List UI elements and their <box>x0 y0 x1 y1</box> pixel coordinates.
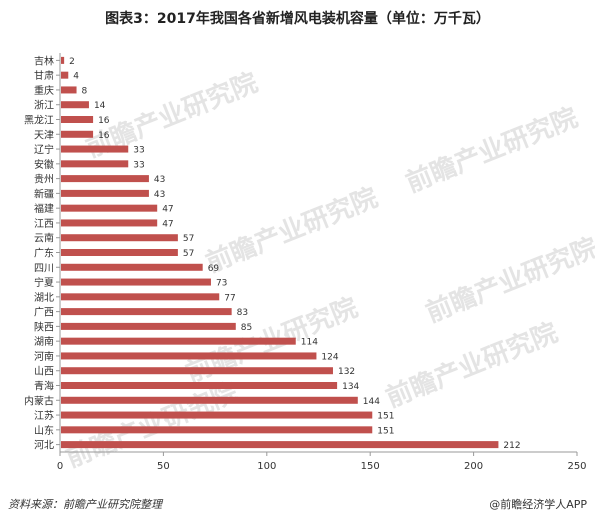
bar <box>61 322 236 330</box>
chart-title: 图表3：2017年我国各省新增风电装机容量（单位：万千瓦） <box>105 11 490 27</box>
category-label: 湖北 <box>34 292 54 304</box>
bar <box>61 234 178 242</box>
data-label: 4 <box>73 72 79 82</box>
data-label: 212 <box>503 441 520 451</box>
bar <box>61 263 203 271</box>
data-label: 144 <box>363 397 380 407</box>
category-label: 河南 <box>34 350 54 363</box>
bar <box>61 337 296 345</box>
category-label: 福建 <box>34 202 54 215</box>
category-label: 浙江 <box>34 100 54 112</box>
data-label: 33 <box>133 160 144 170</box>
category-label: 湖南 <box>34 335 54 348</box>
category-label: 重庆 <box>34 84 54 97</box>
bar <box>61 71 69 79</box>
data-label: 77 <box>224 293 235 303</box>
x-tick-label: 200 <box>464 461 483 472</box>
x-tick-label: 0 <box>57 461 63 472</box>
data-label: 114 <box>301 338 318 348</box>
data-label: 85 <box>241 323 252 333</box>
bar <box>61 116 94 123</box>
category-label: 河北 <box>34 440 54 452</box>
data-label: 124 <box>321 352 338 362</box>
category-label: 甘肃 <box>34 69 54 82</box>
bar <box>61 426 373 434</box>
category-label: 广西 <box>34 307 54 319</box>
bar <box>61 219 158 227</box>
data-label: 73 <box>216 279 227 289</box>
data-label: 151 <box>377 412 394 422</box>
category-label: 内蒙古 <box>24 394 54 407</box>
x-tick-label: 100 <box>257 461 276 472</box>
bar <box>61 160 129 168</box>
category-label: 天津 <box>34 129 54 141</box>
data-label: 43 <box>154 175 165 185</box>
bar <box>61 204 158 212</box>
data-label: 134 <box>342 382 359 392</box>
category-label: 辽宁 <box>34 143 54 156</box>
bar <box>61 382 338 389</box>
bar <box>61 278 211 286</box>
category-label: 吉林 <box>34 54 54 67</box>
category-label: 江西 <box>34 218 54 230</box>
category-label: 贵州 <box>34 173 54 186</box>
category-label: 黑龙江 <box>24 114 54 127</box>
bar <box>61 367 333 375</box>
data-label: 69 <box>208 264 220 274</box>
bar <box>61 175 149 183</box>
category-label: 山东 <box>34 424 54 437</box>
source-note: 资料来源：前瞻产业研究院整理 <box>8 498 162 511</box>
category-label: 江苏 <box>34 409 54 422</box>
data-label: 47 <box>162 205 173 215</box>
category-label: 云南 <box>34 232 54 245</box>
bar <box>61 145 129 153</box>
bar <box>61 352 317 360</box>
data-label: 57 <box>183 249 194 259</box>
category-label: 安徽 <box>34 158 54 171</box>
category-label: 陕西 <box>34 320 54 333</box>
data-label: 33 <box>133 146 144 156</box>
data-label: 132 <box>338 367 355 377</box>
bar <box>61 189 149 197</box>
category-label: 广东 <box>34 247 54 260</box>
data-label: 57 <box>183 234 194 244</box>
data-label: 83 <box>237 308 248 318</box>
bar <box>61 130 94 138</box>
data-label: 47 <box>162 219 173 229</box>
data-label: 16 <box>98 131 110 141</box>
bar <box>61 56 65 64</box>
bar <box>61 441 499 449</box>
data-label: 16 <box>98 116 110 126</box>
bar <box>61 101 89 109</box>
x-tick-label: 50 <box>157 461 170 472</box>
data-label: 8 <box>82 86 88 96</box>
bar <box>61 308 232 316</box>
data-label: 14 <box>94 101 106 111</box>
bar <box>61 396 358 404</box>
data-label: 151 <box>377 426 394 436</box>
bar <box>61 293 220 301</box>
x-tick-label: 250 <box>567 461 586 472</box>
category-label: 新疆 <box>34 187 54 200</box>
data-label: 2 <box>69 57 75 67</box>
brand-label: @前瞻经济学人APP <box>489 498 587 511</box>
category-label: 青海 <box>34 380 54 393</box>
bar <box>61 249 178 256</box>
bar <box>61 86 77 94</box>
bar <box>61 411 373 419</box>
data-label: 43 <box>154 190 165 200</box>
category-label: 山西 <box>34 366 54 378</box>
category-label: 四川 <box>34 263 54 274</box>
x-tick-label: 150 <box>361 461 380 472</box>
category-label: 宁夏 <box>34 276 54 289</box>
